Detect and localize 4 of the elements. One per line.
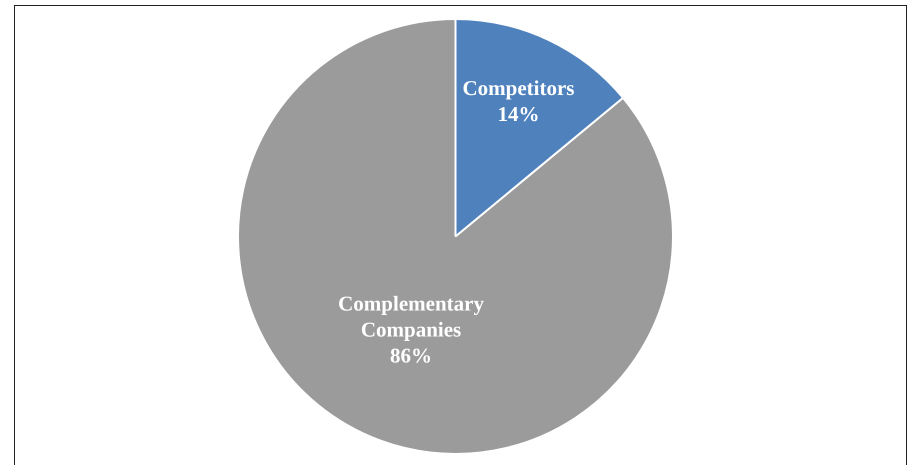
slice-label: Competitors bbox=[462, 76, 574, 100]
data-label: 86% bbox=[390, 343, 432, 368]
data-label: 14% bbox=[497, 102, 540, 126]
slice-label: Complementary Companies bbox=[338, 291, 484, 342]
